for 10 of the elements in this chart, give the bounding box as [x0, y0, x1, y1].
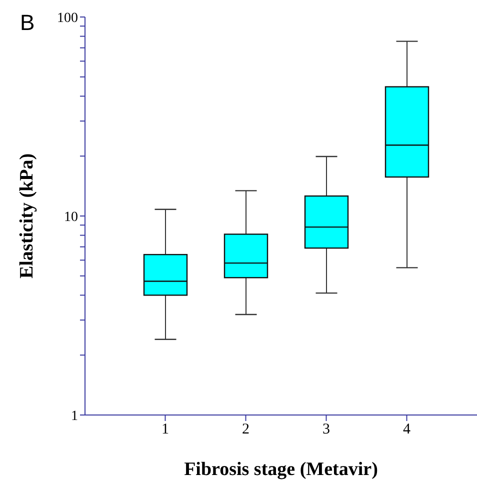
- y-axis-title: Elasticity (kPa): [16, 153, 38, 279]
- text: B: [20, 10, 35, 36]
- x-tick-label: 4: [403, 422, 411, 438]
- x-tick-label: 3: [322, 422, 330, 438]
- y-tick-label: 100: [57, 10, 78, 26]
- x-tick-label: 2: [242, 422, 250, 438]
- x-tick-label: 1: [162, 422, 169, 438]
- y-tick-label: 10: [64, 210, 78, 225]
- x-axis-title: Fibrosis stage (Metavir): [184, 459, 378, 480]
- y-tick-label: 1: [71, 408, 78, 424]
